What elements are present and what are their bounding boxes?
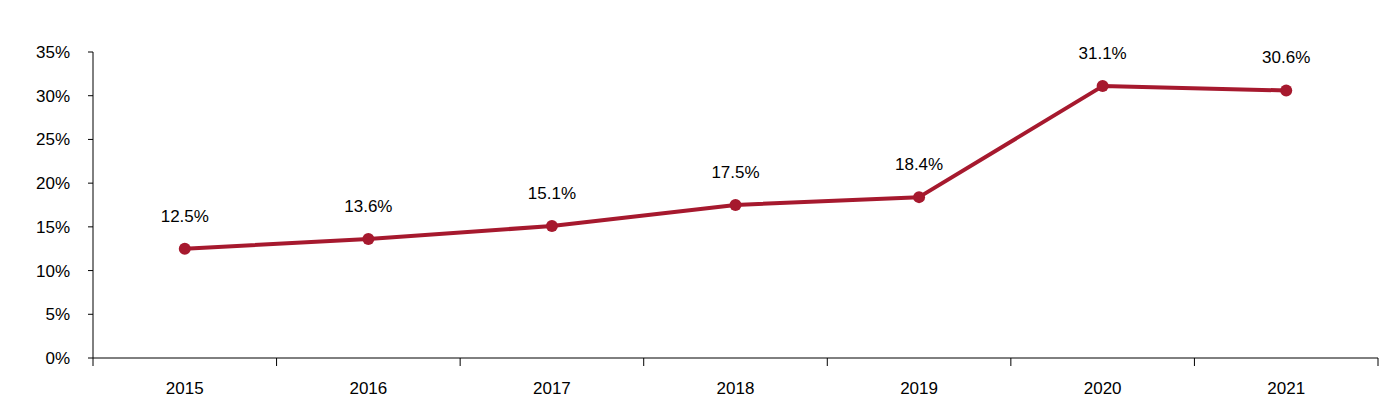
y-tick	[88, 358, 93, 359]
y-tick-label: 0%	[45, 349, 70, 368]
x-axis	[93, 358, 1378, 359]
y-tick-label: 30%	[36, 87, 70, 106]
x-tick-label: 2016	[349, 379, 387, 398]
marker	[362, 233, 374, 245]
marker	[1280, 84, 1292, 96]
chart: 0% 5% 10% 15% 20% 25% 30% 35% 2015 2016 2017 2018 20…	[0, 0, 1393, 416]
y-tick	[88, 95, 93, 96]
data-label: 12.5%	[161, 207, 209, 226]
y-tick-label: 5%	[45, 305, 70, 324]
y-tick-label: 15%	[36, 218, 70, 237]
y-tick	[88, 314, 93, 315]
marker	[913, 191, 925, 203]
y-tick-label: 20%	[36, 174, 70, 193]
x-tick	[1194, 358, 1195, 366]
y-tick-label: 10%	[36, 262, 70, 281]
x-tick	[93, 358, 94, 366]
data-label: 30.6%	[1262, 48, 1310, 67]
x-tick-label: 2017	[533, 379, 571, 398]
x-tick-label: 2019	[900, 379, 938, 398]
y-tick-label: 35%	[36, 43, 70, 62]
x-tick	[1010, 358, 1011, 366]
y-axis	[93, 52, 94, 358]
data-label: 31.1%	[1079, 44, 1127, 63]
x-tick	[643, 358, 644, 366]
marker	[546, 220, 558, 232]
data-label: 17.5%	[711, 163, 759, 182]
marker	[730, 199, 742, 211]
y-tick	[88, 52, 93, 53]
plot-area	[179, 80, 1292, 255]
y-tick-label: 25%	[36, 130, 70, 149]
data-label: 15.1%	[528, 184, 576, 203]
x-tick	[827, 358, 828, 366]
x-tick-label: 2015	[166, 379, 204, 398]
line	[185, 86, 1286, 249]
x-tick-label: 2020	[1084, 379, 1122, 398]
x-tick	[1378, 358, 1379, 366]
data-label: 18.4%	[895, 155, 943, 174]
marker	[179, 243, 191, 255]
data-label: 13.6%	[344, 197, 392, 216]
y-tick	[88, 183, 93, 184]
y-tick	[88, 139, 93, 140]
x-tick-label: 2021	[1267, 379, 1305, 398]
y-tick	[88, 226, 93, 227]
x-tick-label: 2018	[717, 379, 755, 398]
marker	[1097, 80, 1109, 92]
x-tick	[276, 358, 277, 366]
x-tick	[460, 358, 461, 366]
y-tick	[88, 270, 93, 271]
